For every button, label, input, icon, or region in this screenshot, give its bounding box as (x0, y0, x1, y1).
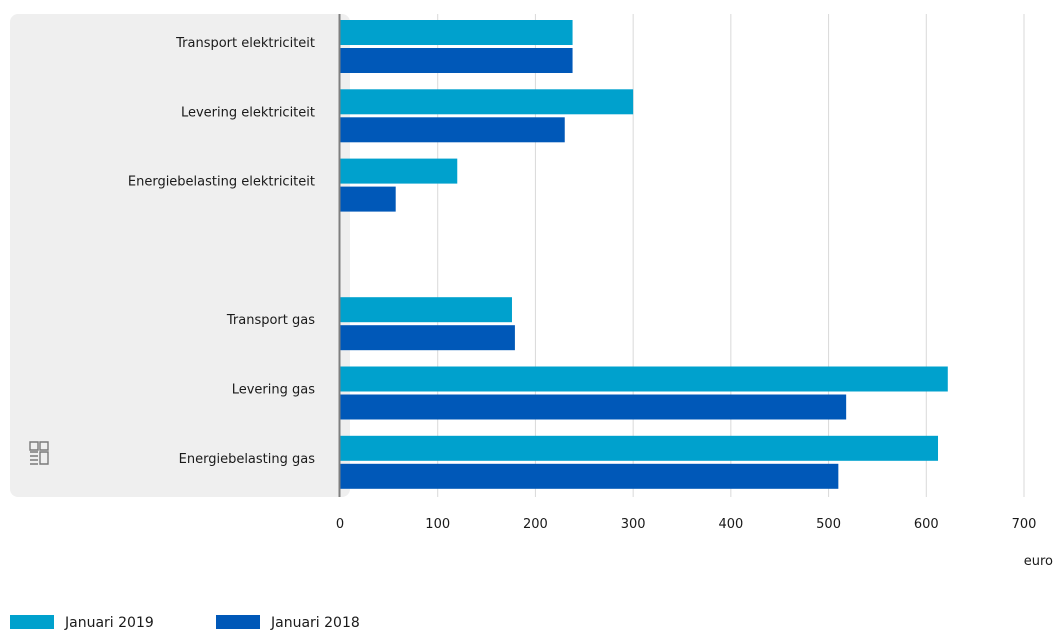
x-axis-unit-label: euro (1024, 554, 1053, 569)
x-tick-label: 500 (816, 517, 841, 532)
bar-januari-2019 (340, 366, 948, 392)
bar-januari-2018 (340, 186, 396, 212)
x-tick-label: 700 (1012, 517, 1037, 532)
bar-januari-2019 (340, 297, 512, 323)
x-tick-label: 100 (425, 517, 450, 532)
category-labels: Transport elektriciteit Levering elektric… (128, 36, 315, 467)
bar-januari-2019 (340, 89, 634, 115)
gridlines (437, 14, 1025, 497)
bar-januari-2019 (340, 435, 939, 461)
legend-label: Januari 2018 (270, 615, 360, 631)
x-tick-labels: 0 100 200 300 400 500 600 700 (336, 517, 1037, 532)
bar-januari-2019 (340, 158, 458, 184)
bar-januari-2018 (340, 117, 565, 143)
category-label: Energiebelasting elektriciteit (128, 175, 315, 190)
bar-januari-2018 (340, 325, 515, 351)
bar-januari-2018 (340, 463, 839, 489)
legend: Januari 2019 Januari 2018 (10, 615, 360, 631)
cbs-logo-icon (29, 441, 49, 465)
bar-januari-2019 (340, 20, 573, 45)
plot-background (10, 14, 350, 497)
category-label: Levering gas (232, 383, 316, 398)
x-tick-label: 200 (523, 517, 548, 532)
x-tick-label: 300 (621, 517, 646, 532)
category-label: Energiebelasting gas (179, 452, 316, 467)
category-label: Levering elektriciteit (181, 105, 315, 120)
x-tick-label: 600 (914, 517, 939, 532)
legend-label: Januari 2019 (64, 615, 154, 631)
bars (340, 20, 948, 489)
legend-swatch (216, 615, 260, 629)
bar-januari-2018 (340, 394, 847, 420)
legend-swatch (10, 615, 54, 629)
category-label: Transport gas (226, 313, 315, 328)
category-label: Transport elektriciteit (175, 36, 315, 51)
x-tick-label: 400 (718, 517, 743, 532)
bar-januari-2018 (340, 48, 573, 73)
x-tick-label: 0 (336, 517, 344, 532)
